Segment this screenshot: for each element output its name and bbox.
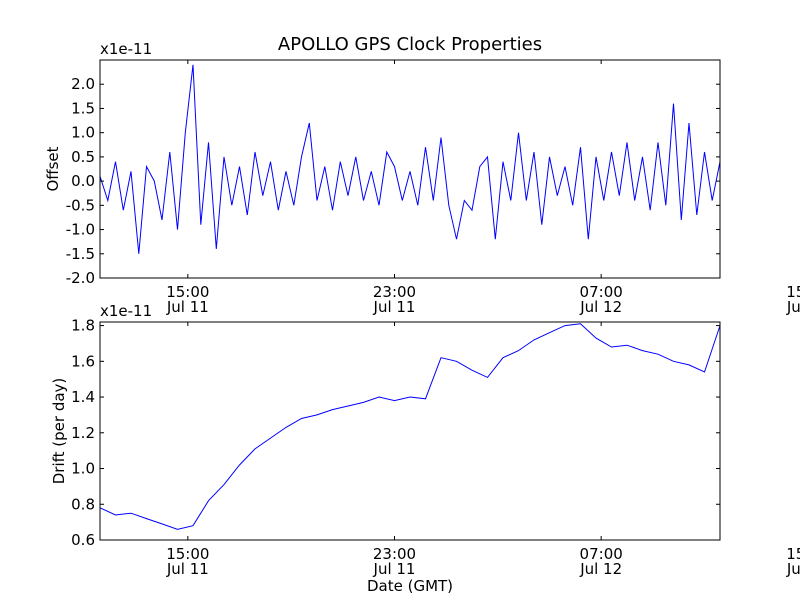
- y-tick-label: 0.6: [71, 531, 95, 549]
- y-tick-label: -2.0: [66, 269, 95, 287]
- drift-multiplier-label: x1e-11: [100, 302, 152, 320]
- y-tick-label: -1.5: [66, 245, 95, 263]
- offset-series-line: [99, 64, 721, 254]
- x-tick-label-time: 15:00: [786, 283, 800, 301]
- y-tick-label: -0.5: [66, 196, 95, 214]
- y-tick-label: 0.0: [71, 172, 95, 190]
- y-tick-label: 2.0: [71, 75, 95, 93]
- x-tick-label-date: Jul 11: [373, 560, 416, 578]
- offset-axes-frame: [99, 59, 721, 279]
- offset-panel: -2.0-1.5-1.0-0.50.00.51.01.52.015:00Jul …: [44, 40, 800, 316]
- drift-series-line: [99, 323, 721, 530]
- y-tick-label: 1.4: [71, 388, 95, 406]
- x-tick-label-time: 15:00: [166, 283, 209, 301]
- chart-title: APOLLO GPS Clock Properties: [278, 34, 542, 55]
- y-tick-label: 1.2: [71, 424, 95, 442]
- drift-y-axis-label: Drift (per day): [50, 378, 68, 485]
- x-tick-label-date: Jul 12: [579, 560, 622, 578]
- drift-axes-frame: [99, 321, 721, 541]
- y-tick-label: -1.0: [66, 221, 95, 239]
- x-tick-label-date: Jul 12: [786, 560, 800, 578]
- x-tick-label-date: Jul 12: [786, 298, 800, 316]
- y-tick-label: 1.6: [71, 352, 95, 370]
- y-tick-label: 0.8: [71, 495, 95, 513]
- x-tick-label-date: Jul 11: [166, 298, 209, 316]
- x-tick-label-date: Jul 11: [166, 560, 209, 578]
- offset-multiplier-label: x1e-11: [100, 40, 152, 58]
- x-tick-label-time: 15:00: [786, 545, 800, 563]
- x-tick-label-time: 07:00: [580, 545, 623, 563]
- x-tick-label-time: 07:00: [580, 283, 623, 301]
- y-tick-label: 1.5: [71, 99, 95, 117]
- x-tick-label-date: Jul 12: [579, 298, 622, 316]
- x-tick-label-time: 23:00: [373, 283, 416, 301]
- x-tick-label-time: 15:00: [166, 545, 209, 563]
- y-tick-label: 1.8: [71, 317, 95, 335]
- y-tick-label: 1.0: [71, 460, 95, 478]
- y-tick-label: 1.0: [71, 124, 95, 142]
- x-tick-label-time: 23:00: [373, 545, 416, 563]
- x-axis-label: Date (GMT): [367, 577, 453, 595]
- y-tick-label: 0.5: [71, 148, 95, 166]
- x-tick-label-date: Jul 11: [373, 298, 416, 316]
- offset-y-axis-label: Offset: [44, 146, 62, 191]
